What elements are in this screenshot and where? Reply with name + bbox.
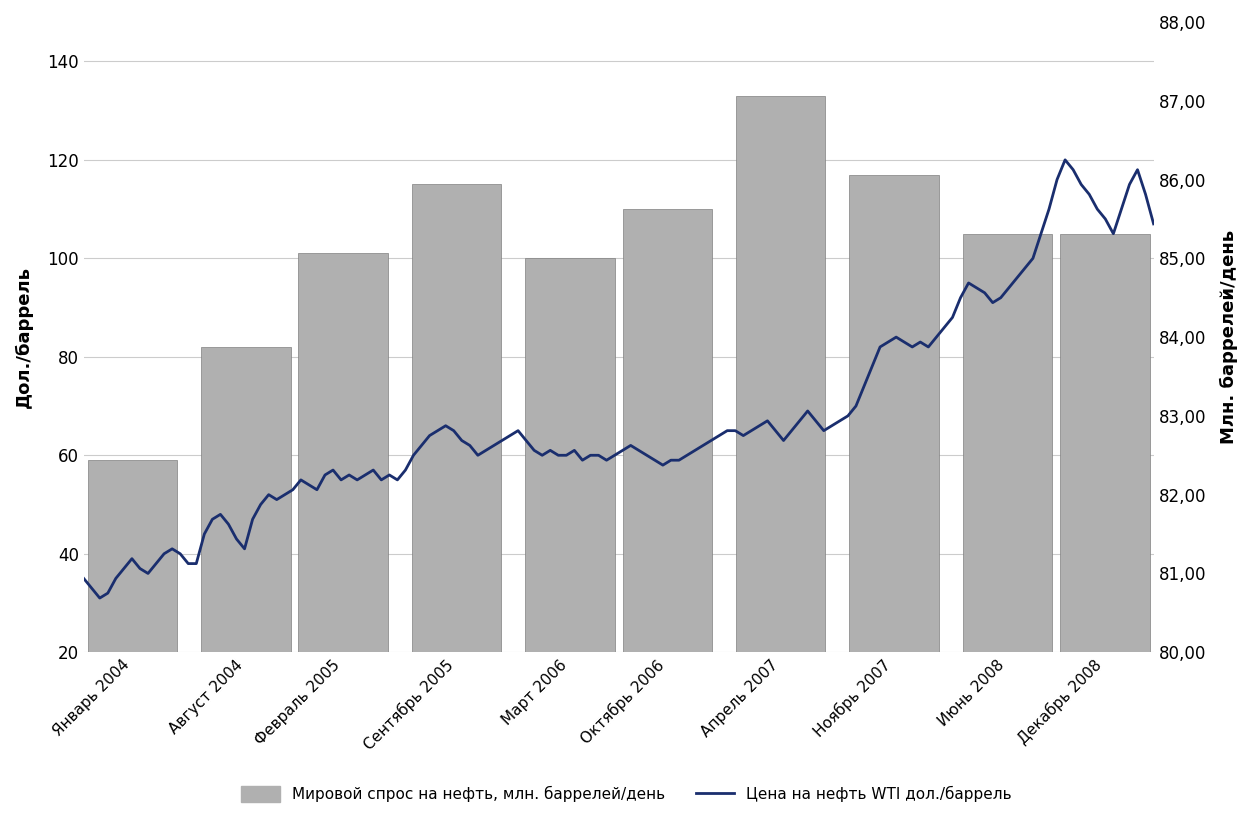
Y-axis label: Млн. баррелей/день: Млн. баррелей/день <box>1220 230 1238 444</box>
Bar <box>623 209 712 653</box>
Bar <box>200 347 291 653</box>
Bar <box>1060 234 1150 653</box>
Bar <box>412 184 501 653</box>
Bar <box>298 254 387 653</box>
Legend: Мировой спрос на нефть, млн. баррелей/день, Цена на нефть WTI дол./баррель: Мировой спрос на нефть, млн. баррелей/де… <box>234 779 1019 810</box>
Bar <box>736 96 826 653</box>
Y-axis label: Дол./баррель: Дол./баррель <box>15 266 33 408</box>
Bar <box>88 460 177 653</box>
Bar <box>850 174 938 653</box>
Bar <box>525 259 615 653</box>
Bar <box>964 234 1053 653</box>
